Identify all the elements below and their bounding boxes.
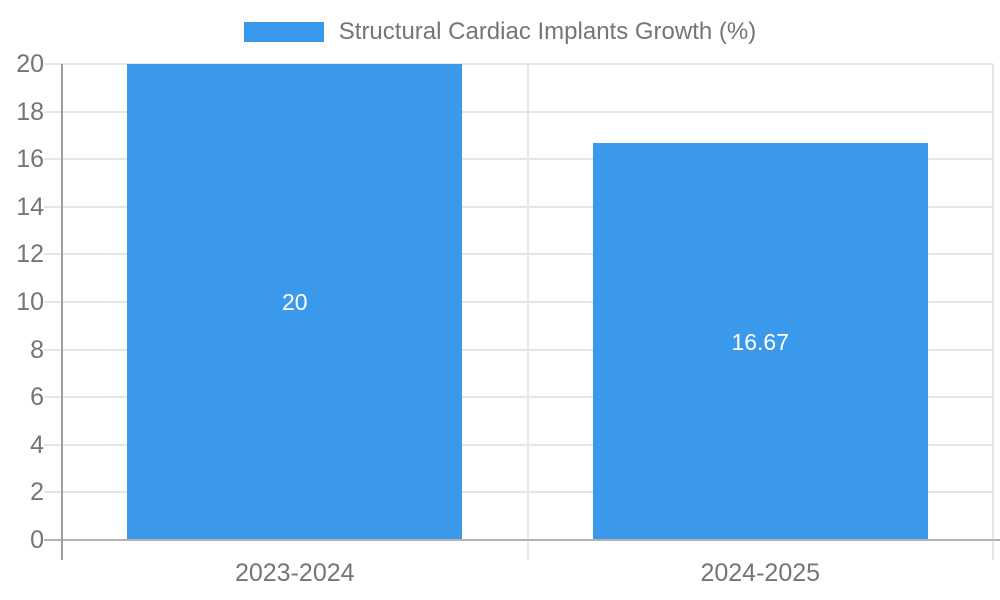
bar: [127, 64, 463, 540]
legend-label: Structural Cardiac Implants Growth (%): [338, 18, 757, 45]
y-axis-tick-label: 10: [16, 288, 44, 316]
gridline: [44, 253, 993, 256]
y-axis-tick-label: 8: [30, 335, 44, 364]
y-axis-tick-label: 4: [30, 430, 44, 459]
bar-value-label: 20: [281, 289, 308, 315]
y-axis-tick-label: 6: [30, 383, 44, 412]
y-axis-tick-label: 16: [16, 145, 44, 174]
y-axis-tick-label: 14: [16, 192, 44, 221]
legend: Structural Cardiac Implants Growth (%): [0, 18, 1000, 45]
gridline: [44, 491, 993, 494]
gridline: [44, 110, 993, 113]
y-axis-line: [61, 64, 63, 560]
gridline: [44, 443, 993, 446]
category-separator: [992, 64, 994, 560]
plot-area: 0 2 4 6 8 10 12 14 16 18 20 20 2023-2024 16.67 2024-20…: [16, 50, 1000, 587]
y-axis-tick-label: 0: [30, 526, 44, 554]
x-axis-label: 2024-2025: [700, 559, 821, 587]
x-axis-line: [44, 539, 1000, 541]
gridline: [44, 301, 993, 303]
y-axis-tick-label: 18: [16, 97, 44, 126]
gridline: [44, 348, 993, 351]
category-separator: [526, 64, 529, 560]
y-axis-tick-label: 20: [16, 50, 44, 78]
bar: [592, 143, 928, 540]
bar-value-label: 16.67: [731, 328, 790, 355]
y-axis-tick-label: 12: [16, 240, 44, 269]
legend-swatch: [243, 22, 324, 42]
x-axis-label: 2023-2024: [234, 559, 355, 587]
gridline: [44, 63, 993, 65]
y-axis-tick-label: 2: [30, 478, 44, 507]
gridline: [44, 158, 993, 161]
gridline: [44, 205, 993, 208]
gridline: [44, 396, 993, 399]
